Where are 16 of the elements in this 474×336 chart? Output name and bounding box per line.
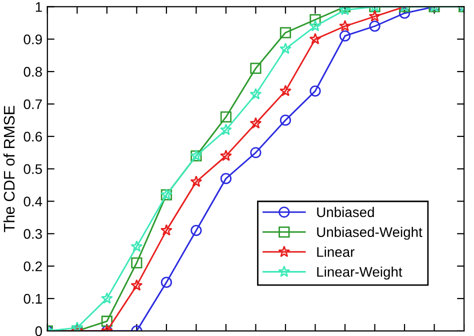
y-axis-title: The CDF of RMSE — [3, 106, 15, 232]
legend-label: Unbiased-Weight — [317, 226, 422, 240]
y-tick-label: 0.1 — [24, 294, 42, 304]
legend-label: Linear — [317, 246, 354, 257]
y-tick-label: 0.9 — [24, 34, 42, 44]
y-tick-label: 0.7 — [24, 99, 42, 110]
y-tick-label: 0.3 — [24, 229, 42, 239]
y-tick-label: 0.8 — [24, 66, 42, 77]
y-tick-label: 0.6 — [24, 132, 42, 142]
y-tick-label: 0 — [35, 326, 42, 336]
y-tick-label: 1 — [36, 2, 42, 12]
y-tick-label: 0.4 — [24, 196, 42, 206]
y-tick-label: 0.5 — [24, 164, 42, 174]
legend-label: Linear-Weight — [317, 266, 402, 280]
y-tick-label: 0.2 — [24, 261, 42, 272]
legend-label: Unbiased — [317, 206, 374, 218]
